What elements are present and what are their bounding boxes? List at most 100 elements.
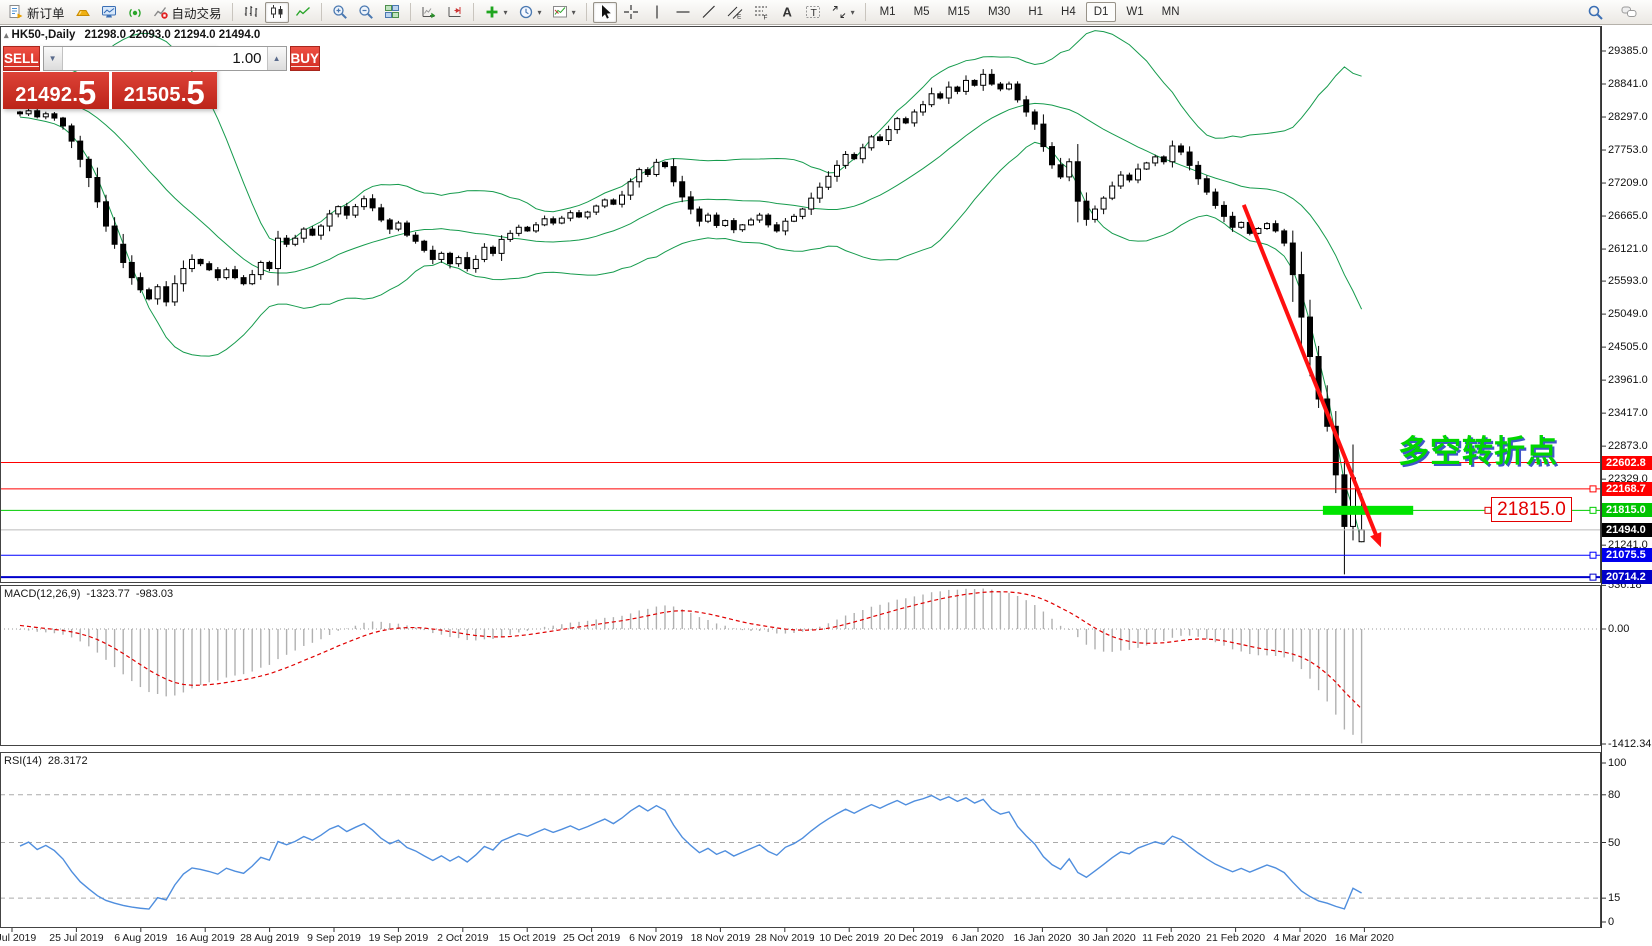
timeframe-w1-button[interactable]: W1 bbox=[1126, 6, 1144, 18]
candle-body bbox=[1066, 161, 1073, 178]
zoom-in-button[interactable] bbox=[328, 2, 352, 23]
collapse-arrow-icon[interactable]: ▴ bbox=[4, 30, 9, 40]
buy-button[interactable]: BUY bbox=[289, 46, 321, 71]
tile-windows-button[interactable] bbox=[380, 2, 404, 23]
sell-price-pip: 5 bbox=[77, 74, 97, 111]
text-button[interactable]: A bbox=[775, 2, 799, 23]
community-chat-button[interactable] bbox=[1617, 2, 1641, 23]
buy-price-display[interactable]: 21505. 5 bbox=[111, 72, 217, 109]
volume-stepper: ▼ ▲ bbox=[42, 46, 287, 71]
candle-body bbox=[455, 257, 462, 265]
timeframe-m5-button[interactable]: M5 bbox=[913, 6, 930, 18]
bar-chart-button[interactable] bbox=[239, 2, 263, 23]
candle-body bbox=[885, 129, 892, 142]
timeframe-d1-button[interactable]: D1 bbox=[1085, 2, 1117, 22]
volume-decrease-button[interactable]: ▼ bbox=[43, 47, 63, 70]
rsi-axis-label: 15 bbox=[1608, 892, 1621, 905]
periods-button[interactable]: ▾ bbox=[514, 2, 546, 23]
annotation-price-level-callout[interactable]: 21815.0 bbox=[1491, 497, 1572, 522]
auto-scroll-button[interactable] bbox=[417, 2, 441, 23]
chart-ohlc-header: ▴ HK50-,Daily 21298.0 22093.0 21294.0 2149… bbox=[4, 29, 260, 41]
trend-arrow-line[interactable] bbox=[1241, 204, 1380, 541]
price-axis-label: 28297.0 bbox=[1608, 111, 1648, 124]
candle-body bbox=[352, 206, 359, 216]
sell-price-display[interactable]: 21492. 5 bbox=[3, 72, 109, 109]
timeframe-m15-button[interactable]: M15 bbox=[947, 6, 970, 18]
sell-button[interactable]: SELL bbox=[3, 46, 40, 71]
arrows-icon bbox=[832, 6, 845, 18]
indicators-button[interactable]: ▾ bbox=[480, 2, 512, 23]
price-level-badge: 21494.0 bbox=[1602, 522, 1652, 537]
timeframe-h1-button[interactable]: H1 bbox=[1028, 6, 1044, 18]
cursor-button[interactable] bbox=[592, 1, 617, 23]
candle-body bbox=[1169, 145, 1176, 163]
timeframe-m30-button[interactable]: M30 bbox=[987, 6, 1011, 18]
line-handle[interactable] bbox=[1589, 573, 1597, 581]
candlestick-chart-button[interactable] bbox=[264, 1, 289, 23]
candle-body bbox=[1315, 356, 1322, 400]
candle-body bbox=[937, 93, 944, 99]
text-label-button[interactable]: T bbox=[801, 2, 825, 23]
annotation-turning-point-text[interactable]: 多空转折点 bbox=[1398, 434, 1558, 469]
line-handle[interactable] bbox=[1589, 506, 1597, 514]
date-axis-label: 30 Jan 2020 bbox=[1077, 932, 1136, 944]
search-button[interactable] bbox=[1583, 2, 1607, 23]
candle-body bbox=[275, 237, 281, 270]
candle-body bbox=[206, 263, 213, 271]
candle-body bbox=[1160, 156, 1167, 163]
candle-body bbox=[687, 196, 694, 210]
zoom-out-button[interactable] bbox=[354, 2, 378, 23]
labelT-icon: T bbox=[805, 6, 820, 19]
timeframe-h4-button[interactable]: H4 bbox=[1061, 6, 1076, 18]
vertical-line-button[interactable] bbox=[645, 2, 669, 23]
chart-shift-button[interactable] bbox=[443, 2, 467, 23]
fibonacci-button[interactable]: F bbox=[749, 2, 773, 23]
equidistant-channel-button[interactable]: E bbox=[723, 2, 747, 23]
arrows-button[interactable]: ▾ bbox=[827, 2, 859, 23]
date-axis-label: 28 Aug 2019 bbox=[240, 932, 300, 944]
horizontal-line-button[interactable] bbox=[671, 2, 695, 23]
line-icon bbox=[295, 6, 310, 16]
sell-price-main: 21492 bbox=[15, 84, 73, 106]
line-handle[interactable] bbox=[1589, 551, 1597, 559]
price-axis-label: 21241.0 bbox=[1608, 539, 1648, 552]
line-chart-button[interactable] bbox=[291, 2, 315, 23]
volume-input[interactable] bbox=[62, 47, 267, 70]
candle-body bbox=[1083, 200, 1090, 220]
candle-body bbox=[180, 268, 187, 285]
trendline-button[interactable] bbox=[697, 2, 721, 23]
market-watch-button[interactable] bbox=[97, 2, 121, 23]
candle-body bbox=[713, 214, 720, 226]
fibo-icon: F bbox=[754, 6, 767, 20]
search-icon bbox=[1588, 5, 1603, 20]
trend-icon bbox=[702, 5, 715, 18]
line-handle[interactable] bbox=[1589, 485, 1597, 493]
timeframe-m1-button[interactable]: M1 bbox=[879, 6, 896, 18]
candle-body bbox=[309, 228, 316, 236]
crosshair-icon bbox=[623, 5, 638, 19]
templates-button[interactable]: ▾ bbox=[548, 2, 580, 23]
new-order-button[interactable]: 新订单 bbox=[4, 2, 69, 23]
date-axis-label: 6 Jan 2020 bbox=[952, 932, 1004, 944]
gold-symbol-button[interactable] bbox=[71, 2, 95, 23]
candle-body bbox=[997, 83, 1004, 90]
candle-body bbox=[601, 199, 608, 207]
autotrade-button[interactable]: 自动交易 bbox=[149, 2, 226, 23]
candle-body bbox=[25, 110, 32, 115]
crosshair-button[interactable] bbox=[619, 2, 643, 23]
volume-increase-button[interactable]: ▲ bbox=[266, 47, 286, 70]
candle-body bbox=[765, 214, 772, 226]
timeframe-mn-button[interactable]: MN bbox=[1161, 6, 1180, 18]
toolbar-separator bbox=[231, 3, 233, 21]
rsi-panel-frame bbox=[0, 752, 1601, 928]
signals-button[interactable] bbox=[123, 2, 147, 23]
candle-body bbox=[825, 175, 832, 188]
chart-symbol-period: HK50-,Daily bbox=[11, 29, 76, 41]
date-axis-label: 16 Aug 2019 bbox=[175, 932, 235, 944]
main-chart-frame bbox=[0, 26, 1601, 583]
trend-arrow-head bbox=[1370, 531, 1382, 548]
price-axis-label: 27209.0 bbox=[1608, 177, 1648, 190]
candle-body bbox=[928, 93, 935, 106]
